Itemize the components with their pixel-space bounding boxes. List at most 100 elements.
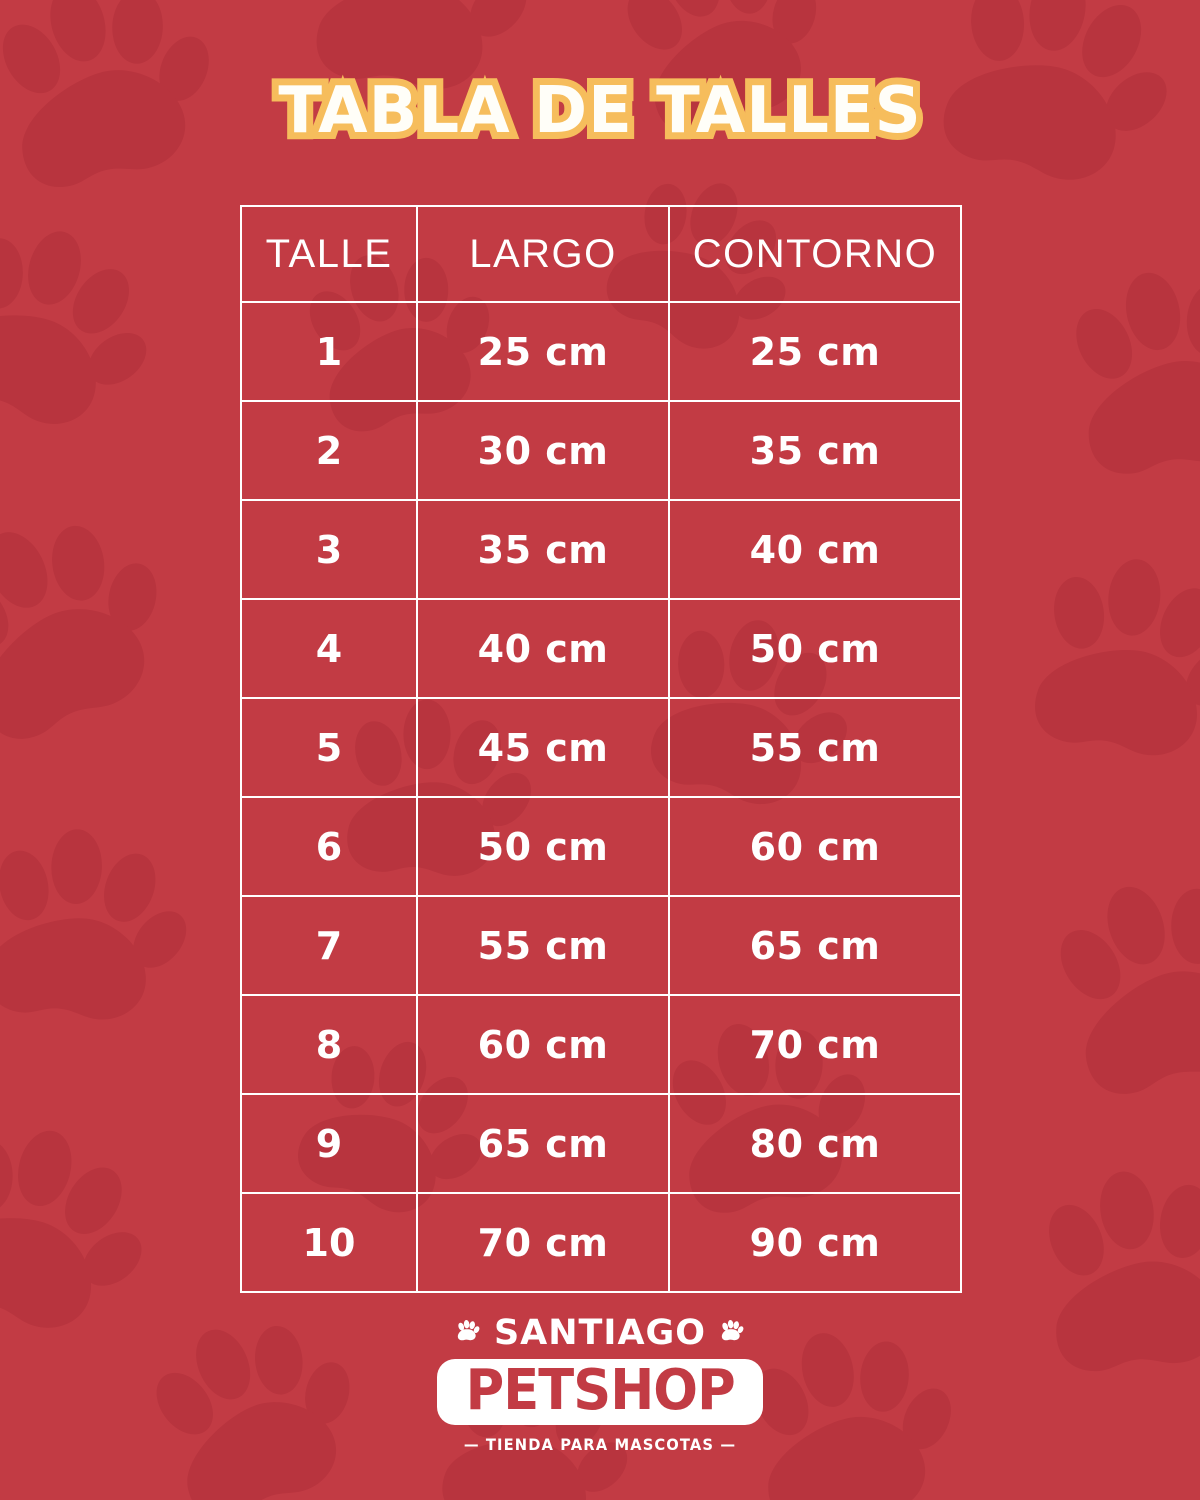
table-row: 10 70 cm 90 cm bbox=[240, 1192, 962, 1293]
paw-print-icon bbox=[905, 0, 1196, 235]
paw-print-icon bbox=[0, 819, 201, 1061]
paw-print-icon bbox=[0, 199, 181, 481]
cell-talle-text: 8 bbox=[315, 1022, 343, 1067]
logo-tagline: — TIENDA PARA MASCOTAS — bbox=[463, 1435, 737, 1455]
table-row: 6 50 cm 60 cm bbox=[240, 796, 962, 897]
cell-talle: 3 bbox=[240, 499, 418, 600]
table-row: 7 55 cm 65 cm bbox=[240, 895, 962, 996]
column-header-contorno-label: CONTORNO bbox=[692, 231, 938, 276]
cell-talle-text: 5 bbox=[315, 725, 343, 770]
cell-talle: 9 bbox=[240, 1093, 418, 1194]
cell-talle: 6 bbox=[240, 796, 418, 897]
cell-contorno: 80 cm bbox=[668, 1093, 962, 1194]
table-row: 2 30 cm 35 cm bbox=[240, 400, 962, 501]
column-header-talle-label: TALLE bbox=[265, 231, 393, 276]
cell-largo: 50 cm bbox=[416, 796, 670, 897]
cell-largo-text: 40 cm bbox=[477, 626, 609, 671]
table-body: 1 25 cm 25 cm 2 30 cm 35 cm 3 35 cm 40 cm 4 40 cm 5… bbox=[240, 301, 962, 1293]
cell-contorno: 40 cm bbox=[668, 499, 962, 600]
paw-print-icon bbox=[285, 0, 545, 135]
cell-talle-text: 1 bbox=[315, 329, 343, 374]
cell-talle: 2 bbox=[240, 400, 418, 501]
cell-talle-text: 4 bbox=[315, 626, 343, 671]
page-title: TABLA DE TALLES bbox=[271, 67, 927, 155]
cell-talle: 10 bbox=[240, 1192, 418, 1293]
cell-contorno-text: 60 cm bbox=[749, 824, 881, 869]
cell-contorno: 70 cm bbox=[668, 994, 962, 1095]
paw-print-icon bbox=[593, 0, 858, 177]
cell-largo: 40 cm bbox=[416, 598, 670, 699]
cell-contorno: 55 cm bbox=[668, 697, 962, 798]
logo-badge: PETSHOP bbox=[436, 1358, 764, 1426]
paw-print-icon bbox=[1024, 854, 1200, 1142]
cell-contorno-text: 65 cm bbox=[749, 923, 881, 968]
cell-largo-text: 35 cm bbox=[477, 527, 609, 572]
paw-print-icon bbox=[0, 0, 241, 231]
table-header-row: TALLE LARGO CONTORNO bbox=[240, 205, 962, 303]
cell-talle: 1 bbox=[240, 301, 418, 402]
cell-talle-text: 2 bbox=[315, 428, 343, 473]
column-header-largo: LARGO bbox=[416, 205, 670, 303]
cell-contorno: 50 cm bbox=[668, 598, 962, 699]
paw-print-icon bbox=[1002, 542, 1200, 803]
cell-contorno-text: 80 cm bbox=[749, 1121, 881, 1166]
cell-talle: 4 bbox=[240, 598, 418, 699]
title-container: TABLA DE TALLES bbox=[0, 67, 1200, 155]
cell-largo: 25 cm bbox=[416, 301, 670, 402]
table-row: 9 65 cm 80 cm bbox=[240, 1093, 962, 1194]
cell-largo: 55 cm bbox=[416, 895, 670, 996]
logo-brand-row: SANTIAGO bbox=[0, 1312, 1200, 1354]
size-table: TALLE LARGO CONTORNO 1 25 cm 25 cm 2 30 cm 35… bbox=[240, 205, 962, 1293]
table-header: TALLE LARGO CONTORNO bbox=[240, 205, 962, 303]
cell-contorno-text: 90 cm bbox=[749, 1220, 881, 1265]
cell-contorno: 60 cm bbox=[668, 796, 962, 897]
cell-contorno-text: 70 cm bbox=[749, 1022, 881, 1067]
brand-logo: SANTIAGO PETSHOP — TIENDA PARA MASCOTAS … bbox=[0, 1312, 1200, 1455]
cell-talle: 5 bbox=[240, 697, 418, 798]
cell-contorno-text: 25 cm bbox=[749, 329, 881, 374]
cell-largo: 65 cm bbox=[416, 1093, 670, 1194]
cell-talle: 8 bbox=[240, 994, 418, 1095]
column-header-talle: TALLE bbox=[240, 205, 418, 303]
paw-print-icon bbox=[724, 1314, 976, 1500]
cell-talle-text: 6 bbox=[315, 824, 343, 869]
cell-talle-text: 3 bbox=[315, 527, 343, 572]
logo-badge-text: PETSHOP bbox=[465, 1358, 735, 1423]
cell-largo-text: 25 cm bbox=[477, 329, 609, 374]
paw-print-icon bbox=[120, 1290, 396, 1500]
paw-print-icon bbox=[1045, 255, 1200, 515]
paw-print-icon bbox=[0, 1101, 174, 1385]
cell-contorno: 65 cm bbox=[668, 895, 962, 996]
cell-contorno-text: 40 cm bbox=[749, 527, 881, 572]
cell-contorno: 90 cm bbox=[668, 1192, 962, 1293]
cell-contorno-text: 55 cm bbox=[749, 725, 881, 770]
cell-largo: 60 cm bbox=[416, 994, 670, 1095]
column-header-largo-label: LARGO bbox=[469, 231, 617, 276]
logo-brand-text: SANTIAGO bbox=[493, 1313, 707, 1353]
cell-largo-text: 60 cm bbox=[477, 1022, 609, 1067]
cell-contorno-text: 50 cm bbox=[749, 626, 881, 671]
cell-largo-text: 70 cm bbox=[477, 1220, 609, 1265]
paw-icon-left bbox=[456, 1319, 480, 1347]
cell-contorno: 35 cm bbox=[668, 400, 962, 501]
cell-largo: 30 cm bbox=[416, 400, 670, 501]
column-header-contorno: CONTORNO bbox=[668, 205, 962, 303]
table-row: 1 25 cm 25 cm bbox=[240, 301, 962, 402]
paw-print-icon bbox=[1020, 1160, 1200, 1409]
cell-talle-text: 10 bbox=[302, 1220, 356, 1265]
cell-largo-text: 30 cm bbox=[477, 428, 609, 473]
cell-largo: 70 cm bbox=[416, 1192, 670, 1293]
paw-icon-right bbox=[720, 1319, 744, 1347]
cell-talle-text: 9 bbox=[315, 1121, 343, 1166]
cell-contorno: 25 cm bbox=[668, 301, 962, 402]
cell-talle-text: 7 bbox=[315, 923, 343, 968]
paw-print-icon bbox=[0, 485, 210, 791]
table-row: 8 60 cm 70 cm bbox=[240, 994, 962, 1095]
cell-contorno-text: 35 cm bbox=[749, 428, 881, 473]
cell-talle: 7 bbox=[240, 895, 418, 996]
cell-largo-text: 55 cm bbox=[477, 923, 609, 968]
cell-largo-text: 45 cm bbox=[477, 725, 609, 770]
table-row: 3 35 cm 40 cm bbox=[240, 499, 962, 600]
cell-largo-text: 65 cm bbox=[477, 1121, 609, 1166]
